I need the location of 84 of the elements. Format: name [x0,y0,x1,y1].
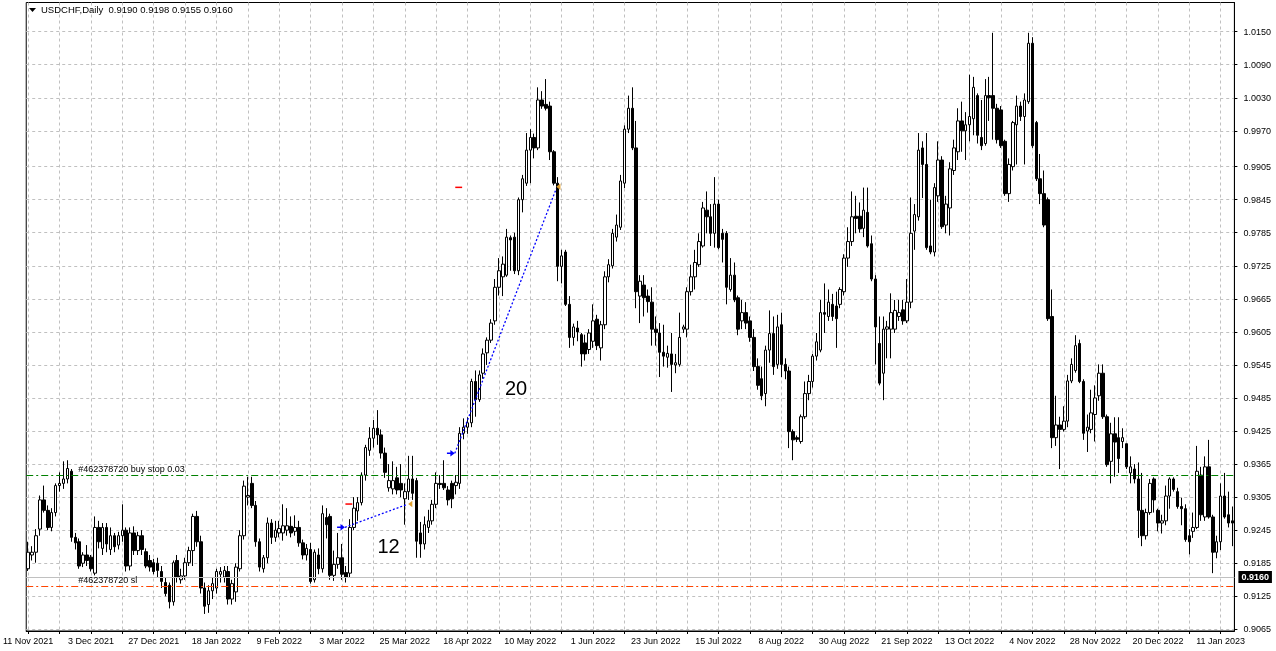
x-tick-label: 11 Nov 2021 [3,635,54,646]
candlestick [725,230,728,305]
ref-line-label: #462378720 sl [78,574,138,585]
y-tick-label: 0.9365 [1243,459,1271,470]
candlestick [670,332,673,393]
x-tick-label: 15 Jul 2022 [695,635,742,646]
x-tick-label: 10 May 2022 [504,635,557,646]
candlestick [156,557,159,578]
x-tick-label: 1 Jun 2022 [570,635,616,646]
candlestick [991,32,995,141]
x-tick-label: 21 Sep 2022 [881,635,933,646]
candlestick [281,503,285,542]
chart-title: USDCHF,Daily 0.9190 0.9198 0.9155 0.9160 [41,4,233,16]
y-tick-label: 0.9485 [1243,393,1271,403]
y-tick-label: 0.9185 [1243,558,1271,569]
candlestick [1117,416,1120,474]
y-tick-label: 0.9785 [1243,227,1271,238]
candlestick [93,515,97,576]
y-tick-label: 0.9245 [1243,525,1271,536]
candlestick [713,176,716,249]
x-tick-label: 8 Aug 2022 [758,635,805,646]
x-tick-label: 3 Mar 2022 [319,635,365,646]
candlestick [925,132,928,251]
candlestick [215,568,218,595]
x-tick-label: 27 Dec 2021 [128,635,180,646]
x-tick-label: 25 Mar 2022 [379,635,431,646]
candlestick [580,332,583,368]
y-tick-label: 0.9305 [1243,492,1271,503]
candlestick [109,526,112,556]
x-tick-label: 11 Jan 2023 [1196,635,1246,646]
candlestick [321,504,324,574]
y-tick-label: 0.9605 [1243,326,1271,337]
candlestick [391,460,395,495]
x-tick-label: 3 Dec 2021 [67,635,114,646]
candlestick [191,513,195,567]
ref-line-label: #462378720 buy stop 0.03 [78,463,185,474]
candlestick [105,522,108,553]
x-tick-label: 18 Jan 2022 [191,635,242,646]
y-tick-label: 1.0150 [1243,26,1271,37]
candlestick [160,565,163,589]
candlestick [226,565,230,606]
y-tick-label: 0.9425 [1243,426,1271,437]
candlestick [285,507,289,537]
y-tick-label: 0.9065 [1243,624,1271,635]
candlestick [1152,476,1156,514]
x-tick-label: 18 Apr 2022 [443,635,492,646]
y-tick-label: 0.9845 [1243,194,1271,205]
annotation: 12 [377,535,400,557]
y-tick-label: 1.0030 [1243,92,1271,103]
y-tick-label: 0.9665 [1243,293,1271,304]
candlestick [576,320,579,342]
y-tick-label: 0.9545 [1243,359,1271,370]
ref-line-label: 0.9160 [1241,572,1269,583]
candlestick [128,526,132,571]
candlestick [152,558,155,575]
candlestick [650,286,654,347]
candlestick [529,128,532,184]
candlestick [835,291,838,349]
x-tick-label: 20 Dec 2022 [1132,635,1184,646]
y-tick-label: 0.9125 [1243,591,1271,602]
y-tick-label: 1.0090 [1243,59,1271,70]
x-tick-label: 4 Nov 2022 [1009,635,1056,646]
candlestick [462,417,465,440]
candlestick [101,522,104,556]
candlestick [882,315,885,401]
candlestick [889,292,893,359]
x-tick-label: 23 Jun 2022 [631,635,681,646]
candlestick [274,520,277,543]
x-tick-label: 28 Nov 2022 [1069,635,1121,646]
y-tick-label: 0.9905 [1243,161,1271,172]
candlestick [309,542,312,585]
x-tick-label: 13 Oct 2022 [945,635,995,646]
x-tick-label: 30 Aug 2022 [818,635,870,646]
annotation: 20 [504,377,528,399]
candlestick [984,78,987,147]
candlestick [458,426,461,490]
candlestick [780,312,783,378]
y-tick-label: 0.9725 [1243,260,1271,271]
x-tick-label: 9 Feb 2022 [256,635,303,646]
candlestick [62,460,65,490]
candlestick [172,559,175,607]
candlestick [77,537,81,570]
y-tick-label: 0.9970 [1243,125,1271,136]
candlestick [1156,508,1160,532]
